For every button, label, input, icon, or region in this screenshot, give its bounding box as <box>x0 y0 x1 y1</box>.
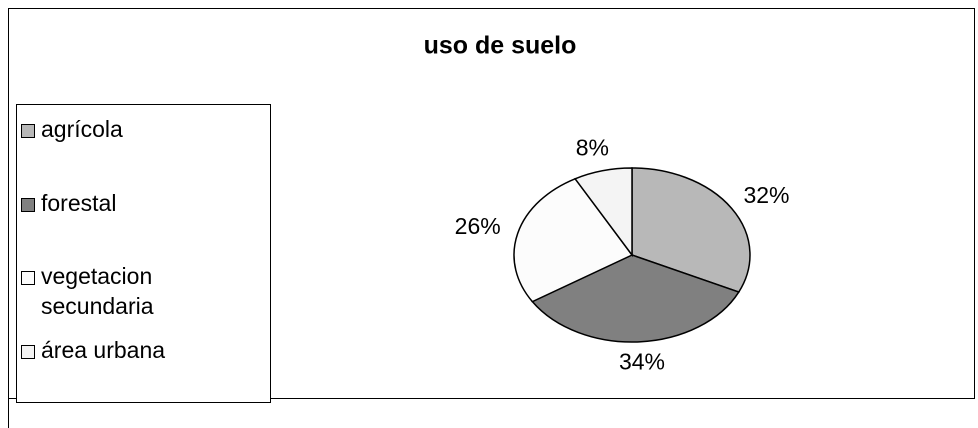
pie-slice <box>531 254 740 343</box>
legend-label: vegetacion secundaria <box>41 263 154 319</box>
legend-label: forestal <box>41 190 116 216</box>
legend-swatch <box>21 271 35 285</box>
legend-label: área urbana <box>41 337 165 363</box>
pie-slice <box>513 177 634 303</box>
data-label: 8% <box>576 135 609 161</box>
legend-swatch <box>21 124 35 138</box>
data-label: 32% <box>743 182 789 208</box>
pie-slice <box>573 167 633 258</box>
legend-swatch <box>21 198 35 212</box>
pie-slice <box>631 167 751 293</box>
data-label: 34% <box>619 349 665 375</box>
legend-box <box>16 104 271 403</box>
legend-swatch <box>21 345 35 359</box>
data-label: 26% <box>455 213 501 239</box>
legend-label: agrícola <box>41 116 123 142</box>
chart-title: uso de suelo <box>424 32 577 60</box>
